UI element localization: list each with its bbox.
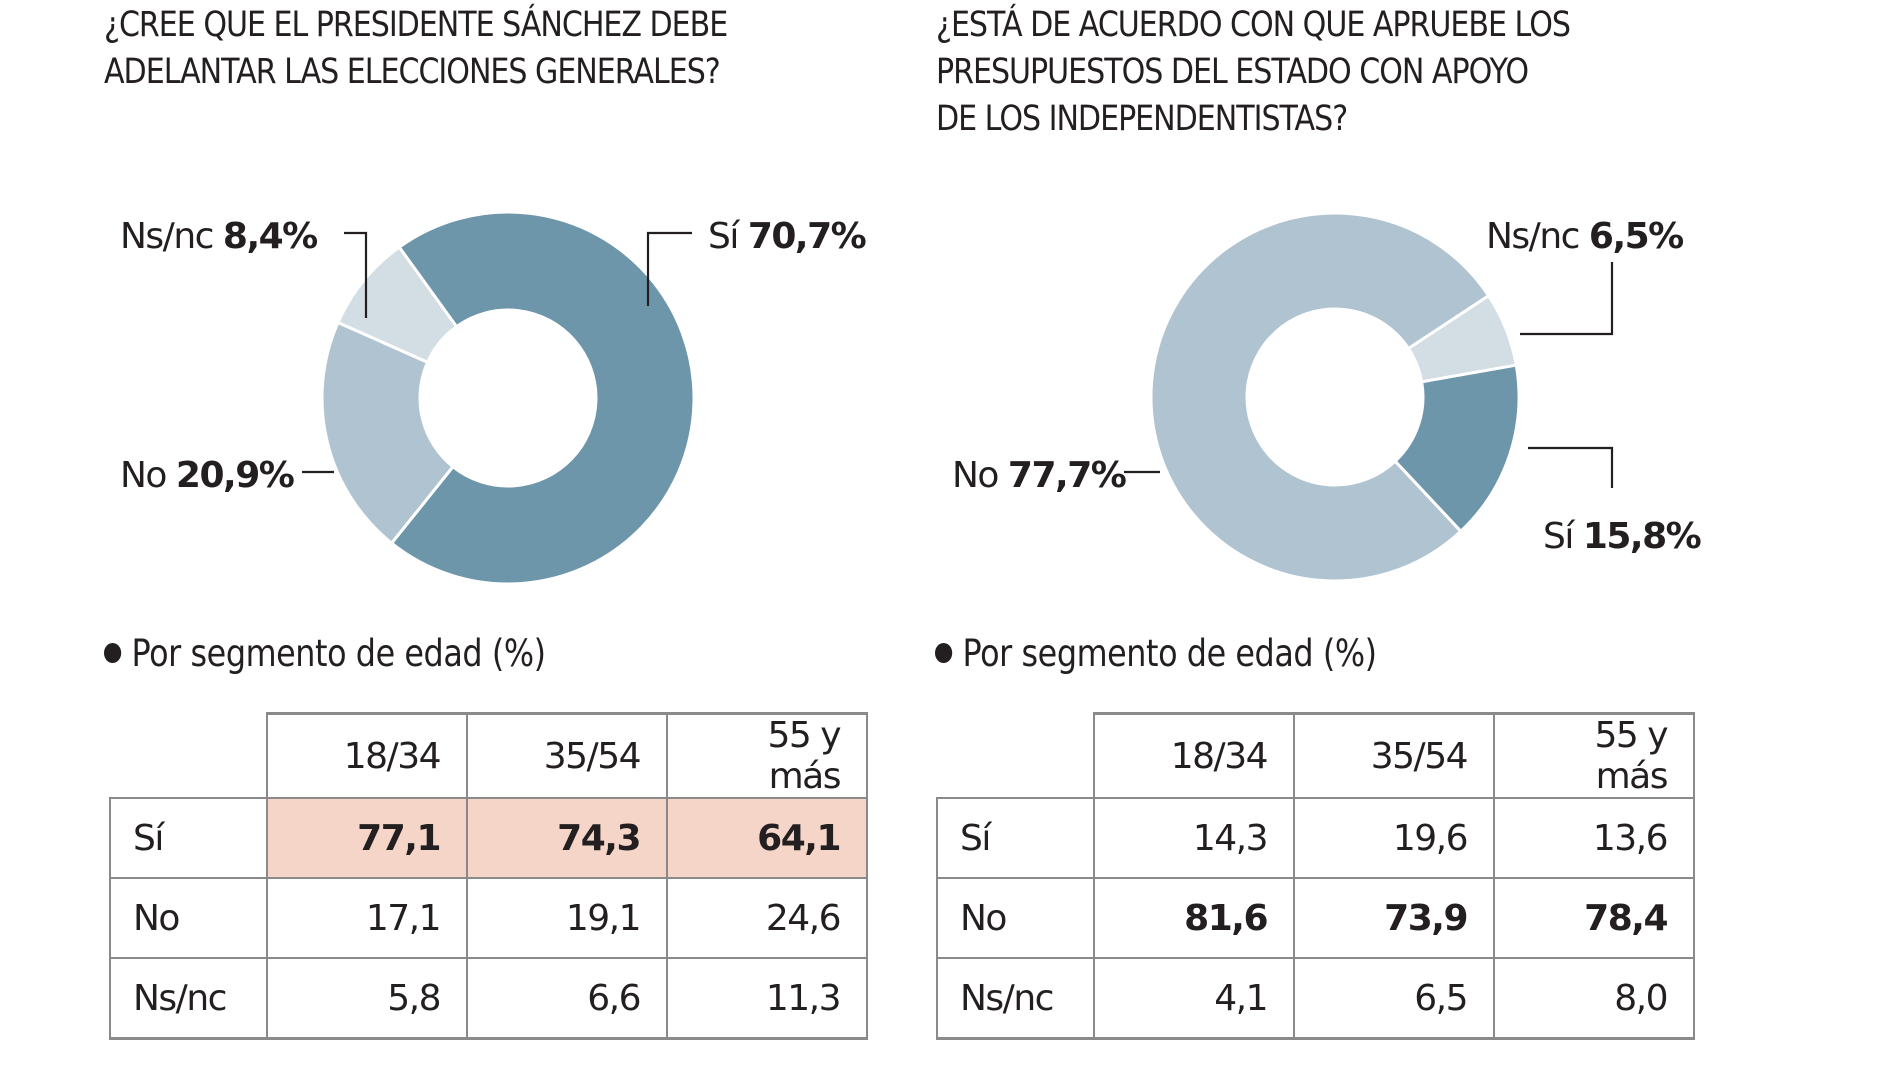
- row-label: No: [109, 877, 268, 959]
- table-header-row: 18/34 35/54 55 y más: [937, 712, 1695, 799]
- title-line: ADELANTAR LAS ELECCIONES GENERALES?: [104, 52, 721, 92]
- slice-label-si: Sí 15,8%: [1543, 516, 1701, 557]
- table-cell: 6,6: [466, 957, 668, 1040]
- table-cell: 73,9: [1293, 877, 1495, 959]
- donut-slice-si: [1393, 363, 1521, 534]
- table-subtitle: Por segmento de edad (%): [104, 632, 546, 675]
- row-label: Ns/nc: [936, 957, 1095, 1040]
- donut-slice-nsnc: [1406, 293, 1518, 384]
- age-segment-table-budgets: 18/34 35/54 55 y más Sí 14,3 19,6 13,6 N…: [936, 712, 1695, 1040]
- leader-line-si: [646, 231, 692, 306]
- table-cell: 4,1: [1093, 957, 1295, 1040]
- donut-slice-no: [1149, 211, 1491, 583]
- donut-chart-budgets: [1149, 211, 1521, 583]
- table-cell: 77,1: [266, 797, 468, 879]
- bullet-icon: [935, 642, 953, 663]
- row-label: No: [936, 877, 1095, 959]
- slice-label-no: No 77,7%: [952, 455, 1126, 496]
- title-line: ¿CREE QUE EL PRESIDENTE SÁNCHEZ DEBE: [104, 5, 728, 45]
- table-cell: 19,1: [466, 877, 668, 959]
- table-header-row: 18/34 35/54 55 y más: [110, 712, 868, 799]
- chart-title-budgets: ¿ESTÁ DE ACUERDO CON QUE APRUEBE LOS PRE…: [936, 2, 1571, 143]
- table-cell: 11,3: [666, 957, 868, 1040]
- table-cell: 78,4: [1493, 877, 1695, 959]
- age-segment-table-elections: 18/34 35/54 55 y más Sí 77,1 74,3 64,1 N…: [109, 712, 868, 1040]
- title-line: DE LOS INDEPENDENTISTAS?: [936, 99, 1348, 139]
- subtitle-text: Por segmento de edad (%): [962, 632, 1378, 675]
- table-row: No 17,1 19,1 24,6: [109, 877, 868, 959]
- table-cell: 13,6: [1493, 797, 1695, 879]
- table-cell: 14,3: [1093, 797, 1295, 879]
- leader-line-nsnc: [1520, 262, 1614, 336]
- subtitle-text: Por segmento de edad (%): [131, 632, 547, 675]
- leader-line-nsnc: [344, 231, 368, 318]
- slice-label-no: No 20,9%: [120, 455, 294, 496]
- table-cell: 8,0: [1493, 957, 1695, 1040]
- table-corner: [110, 713, 268, 799]
- donut-slice-nsnc: [336, 245, 459, 365]
- column-header: 35/54: [1293, 712, 1495, 799]
- table-cell: 19,6: [1293, 797, 1495, 879]
- table-row: No 81,6 73,9 78,4: [936, 877, 1695, 959]
- table-row: Ns/nc 5,8 6,6 11,3: [109, 957, 868, 1040]
- donut-chart-elections: [320, 210, 696, 586]
- column-header: 55 y más: [1493, 712, 1695, 799]
- row-label: Ns/nc: [109, 957, 268, 1040]
- donut-charts: Ns/nc 8,4% Sí 70,7% No 20,9% Ns/nc 6,5% …: [120, 210, 1702, 586]
- title-line: PRESUPUESTOS DEL ESTADO CON APOYO: [936, 52, 1529, 92]
- table-cell: 17,1: [266, 877, 468, 959]
- table-corner: [937, 713, 1095, 799]
- table-row: Ns/nc 4,1 6,5 8,0: [936, 957, 1695, 1040]
- table-cell: 5,8: [266, 957, 468, 1040]
- table-row: Sí 14,3 19,6 13,6: [936, 797, 1695, 879]
- slice-label-nsnc: Ns/nc 8,4%: [120, 216, 317, 257]
- bullet-icon: [104, 642, 122, 663]
- row-label: Sí: [109, 797, 268, 879]
- table-subtitle: Por segmento de edad (%): [935, 632, 1377, 675]
- donut-slice-si: [389, 210, 696, 586]
- slice-label-nsnc: Ns/nc 6,5%: [1486, 216, 1683, 257]
- table-cell: 24,6: [666, 877, 868, 959]
- table-cell: 6,5: [1293, 957, 1495, 1040]
- column-header: 18/34: [1093, 712, 1295, 799]
- column-header: 55 y más: [666, 712, 868, 799]
- table-cell: 74,3: [466, 797, 668, 879]
- title-line: ¿ESTÁ DE ACUERDO CON QUE APRUEBE LOS: [936, 5, 1571, 45]
- chart-title-elections: ¿CREE QUE EL PRESIDENTE SÁNCHEZ DEBE ADE…: [104, 2, 728, 96]
- slice-label-si: Sí 70,7%: [708, 216, 866, 257]
- row-label: Sí: [936, 797, 1095, 879]
- table-cell: 64,1: [666, 797, 868, 879]
- table-row: Sí 77,1 74,3 64,1: [109, 797, 868, 879]
- leader-line-si: [1528, 446, 1614, 488]
- donut-slice-no: [320, 320, 456, 546]
- column-header: 35/54: [466, 712, 668, 799]
- table-cell: 81,6: [1093, 877, 1295, 959]
- column-header: 18/34: [266, 712, 468, 799]
